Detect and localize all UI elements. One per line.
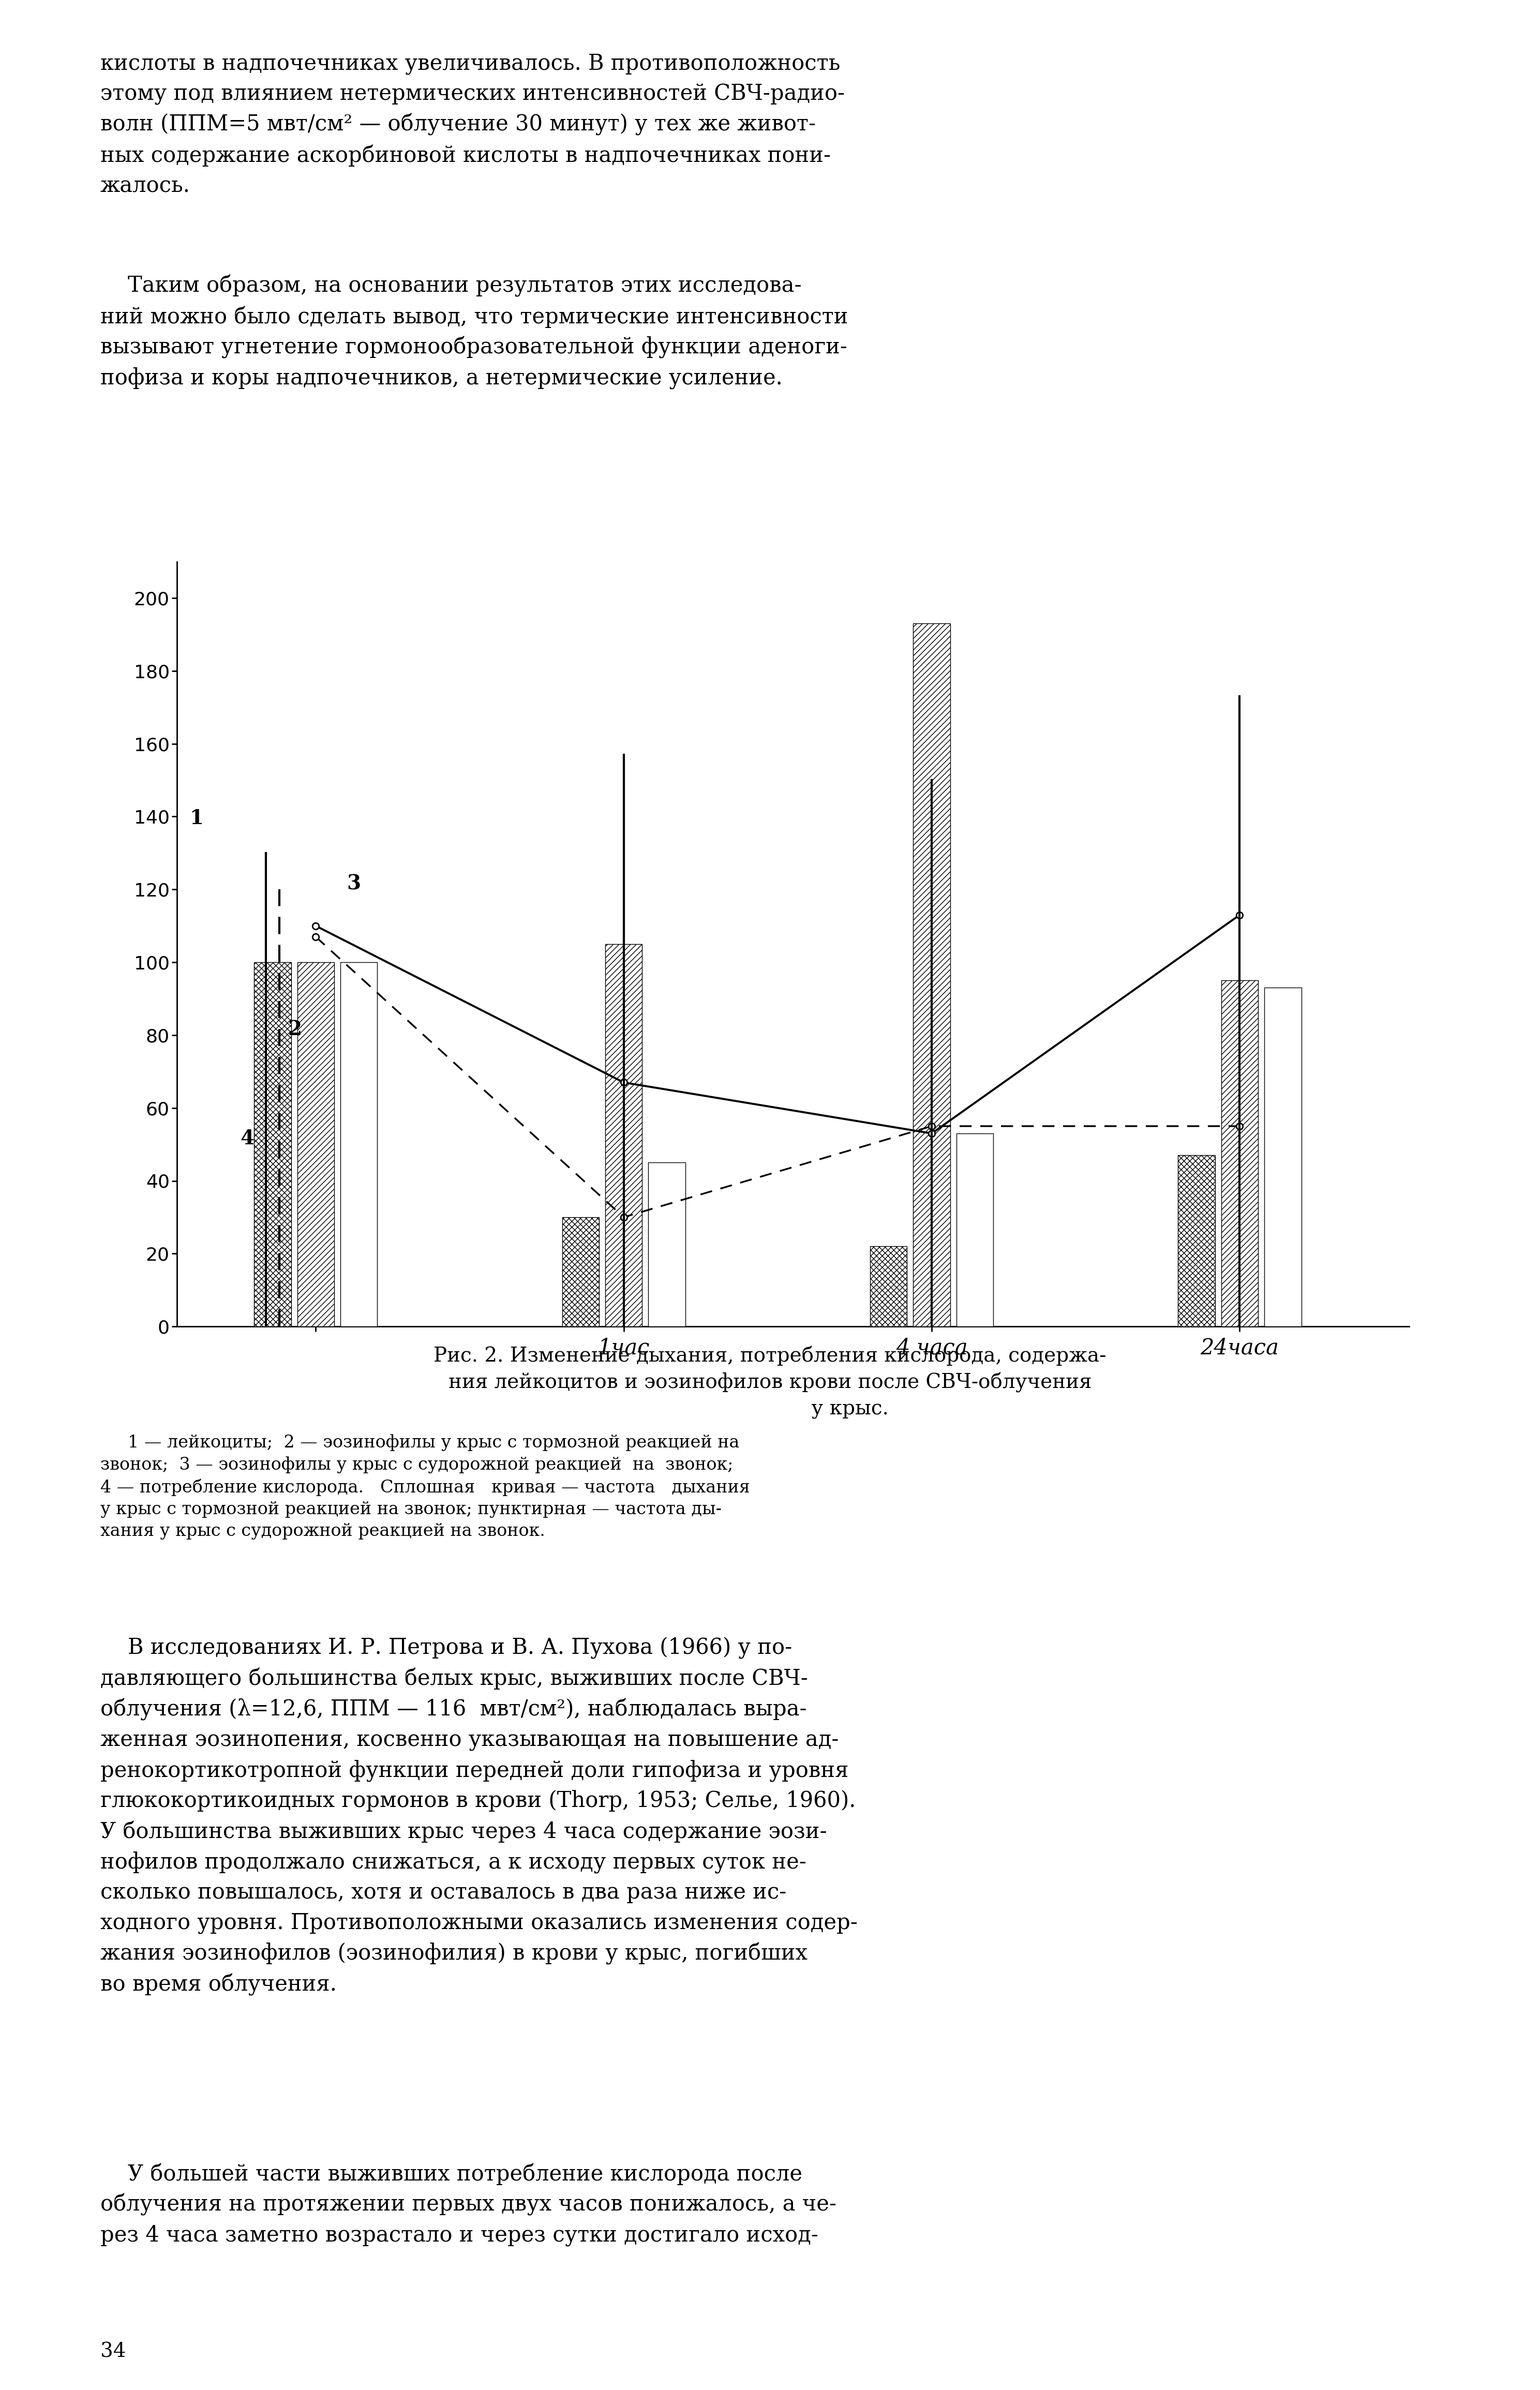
Bar	[605, 944, 642, 1326]
Bar	[1221, 980, 1258, 1326]
Bar	[1264, 987, 1301, 1326]
Bar	[913, 624, 950, 1326]
Text: 2: 2	[288, 1021, 302, 1040]
Bar	[648, 1162, 685, 1326]
Text: У большей части выживших потребление кислорода после
облучения на протяжении пер: У большей части выживших потребление кис…	[100, 2163, 836, 2247]
Text: 3: 3	[346, 875, 360, 894]
Text: 34: 34	[100, 2342, 126, 2361]
Bar	[956, 1133, 993, 1326]
Text: 4: 4	[240, 1128, 254, 1150]
Text: В исследованиях И. Р. Петрова и В. А. Пухова (1966) у по-
давляющего большинства: В исследованиях И. Р. Петрова и В. А. Пу…	[100, 1637, 858, 1996]
Text: 1: 1	[189, 808, 203, 827]
Bar	[1178, 1154, 1215, 1326]
Text: 1 — лейкоциты;  2 — эозинофилы у крыс с тормозной реакцией на
звонок;  3 — эозин: 1 — лейкоциты; 2 — эозинофилы у крыс с т…	[100, 1434, 750, 1539]
Bar	[562, 1217, 599, 1326]
Bar	[870, 1245, 907, 1326]
Text: Таким образом, на основании результатов этих исследова-
ний можно было сделать в: Таким образом, на основании результатов …	[100, 275, 849, 390]
Bar	[297, 963, 334, 1326]
Text: кислоты в надпочечниках увеличивалось. В противоположность
этому под влиянием не: кислоты в надпочечниках увеличивалось. В…	[100, 53, 844, 196]
Text: Рис. 2. Изменение дыхания, потребления кислорода, содержа-
ния лейкоцитов и эози: Рис. 2. Изменение дыхания, потребления к…	[434, 1346, 1106, 1420]
Bar	[254, 963, 291, 1326]
Bar	[340, 963, 377, 1326]
